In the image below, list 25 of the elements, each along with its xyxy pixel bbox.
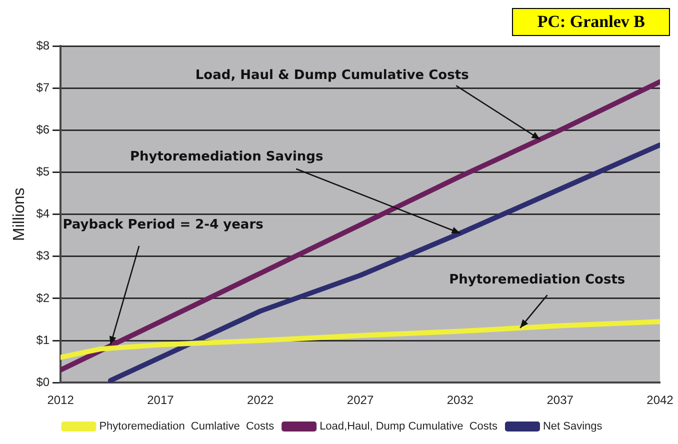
y-tick-label: $8	[36, 38, 50, 52]
y-tick-label: $2	[36, 290, 50, 305]
annotation: Phytoremediation Savings	[130, 149, 324, 164]
y-tick-label: $6	[36, 122, 50, 136]
legend-label: Net Savings	[542, 420, 603, 433]
y-tick-label: $7	[36, 80, 50, 94]
y-tick-label: $0	[36, 374, 50, 389]
x-tick-label: 2032	[446, 393, 474, 408]
annotation: Phytoremediation Costs	[449, 272, 626, 288]
legend-label: Load,Haul, Dump Cumulative Costs	[320, 420, 498, 433]
annotation: Payback Period = 2-4 years	[62, 217, 264, 232]
legend-label: Phytoremediation Cumlative Costs	[99, 420, 275, 433]
x-tick-label: 2027	[346, 393, 374, 408]
x-tick-label: 2037	[546, 393, 574, 408]
y-tick-label: $1	[36, 332, 50, 347]
y-tick-label: $4	[36, 206, 50, 221]
text: PC: Granlev B	[512, 8, 670, 36]
y-tick-label: $3	[36, 248, 50, 263]
x-tick-label: 2012	[47, 393, 74, 408]
x-tick-label: 2017	[147, 393, 174, 408]
x-tick-label: 2022	[247, 393, 274, 408]
y-tick-label: $5	[36, 164, 50, 179]
annotation: Load, Haul & Dump Cumulative Costs	[195, 68, 470, 83]
x-tick-label: 2042	[646, 393, 674, 408]
y-axis-title: Millions	[11, 188, 28, 241]
